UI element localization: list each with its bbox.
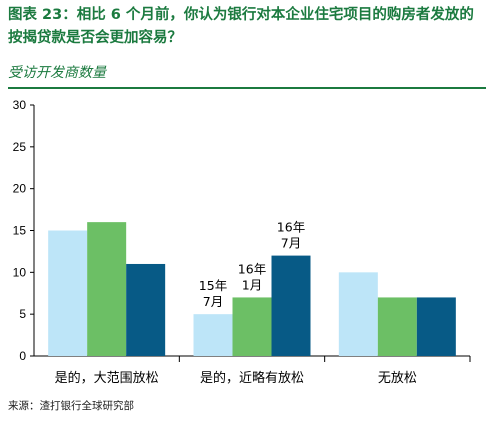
bar-annotation: 7月 bbox=[281, 236, 301, 251]
y-tick-label: 15 bbox=[13, 224, 27, 238]
bar bbox=[48, 230, 88, 356]
bar bbox=[377, 297, 417, 356]
bar bbox=[87, 222, 127, 356]
y-tick-label: 25 bbox=[13, 140, 27, 154]
y-tick-label: 30 bbox=[13, 98, 27, 112]
x-tick-label: 是的，近略有放松 bbox=[200, 370, 304, 386]
y-tick-label: 20 bbox=[13, 182, 27, 196]
y-tick-label: 10 bbox=[13, 265, 27, 279]
bar bbox=[193, 314, 233, 356]
source-note: 来源：渣打银行全球研究部 bbox=[8, 400, 134, 412]
bar bbox=[232, 297, 272, 356]
y-tick-label: 5 bbox=[19, 307, 26, 321]
bar-annotation: 16年 bbox=[277, 220, 305, 235]
bar bbox=[271, 255, 311, 356]
title-rule bbox=[8, 87, 486, 89]
y-tick-label: 0 bbox=[19, 349, 26, 363]
chart-subtitle: 受访开发商数量 bbox=[8, 65, 106, 81]
chart-title: 图表 23：相比 6 个月前，你认为银行对本企业住宅项目的购房者发放的按揭贷款是… bbox=[8, 7, 474, 46]
bar bbox=[126, 263, 166, 356]
bar-annotation: 16年 bbox=[238, 261, 266, 276]
x-tick-label: 是的，大范围放松 bbox=[55, 370, 159, 386]
bar-annotation: 15年 bbox=[199, 278, 227, 293]
bar bbox=[338, 272, 378, 356]
x-tick-label: 无放松 bbox=[378, 371, 417, 386]
bar-annotation: 1月 bbox=[242, 277, 262, 292]
bar-annotation: 7月 bbox=[203, 294, 223, 309]
bar bbox=[416, 297, 456, 356]
